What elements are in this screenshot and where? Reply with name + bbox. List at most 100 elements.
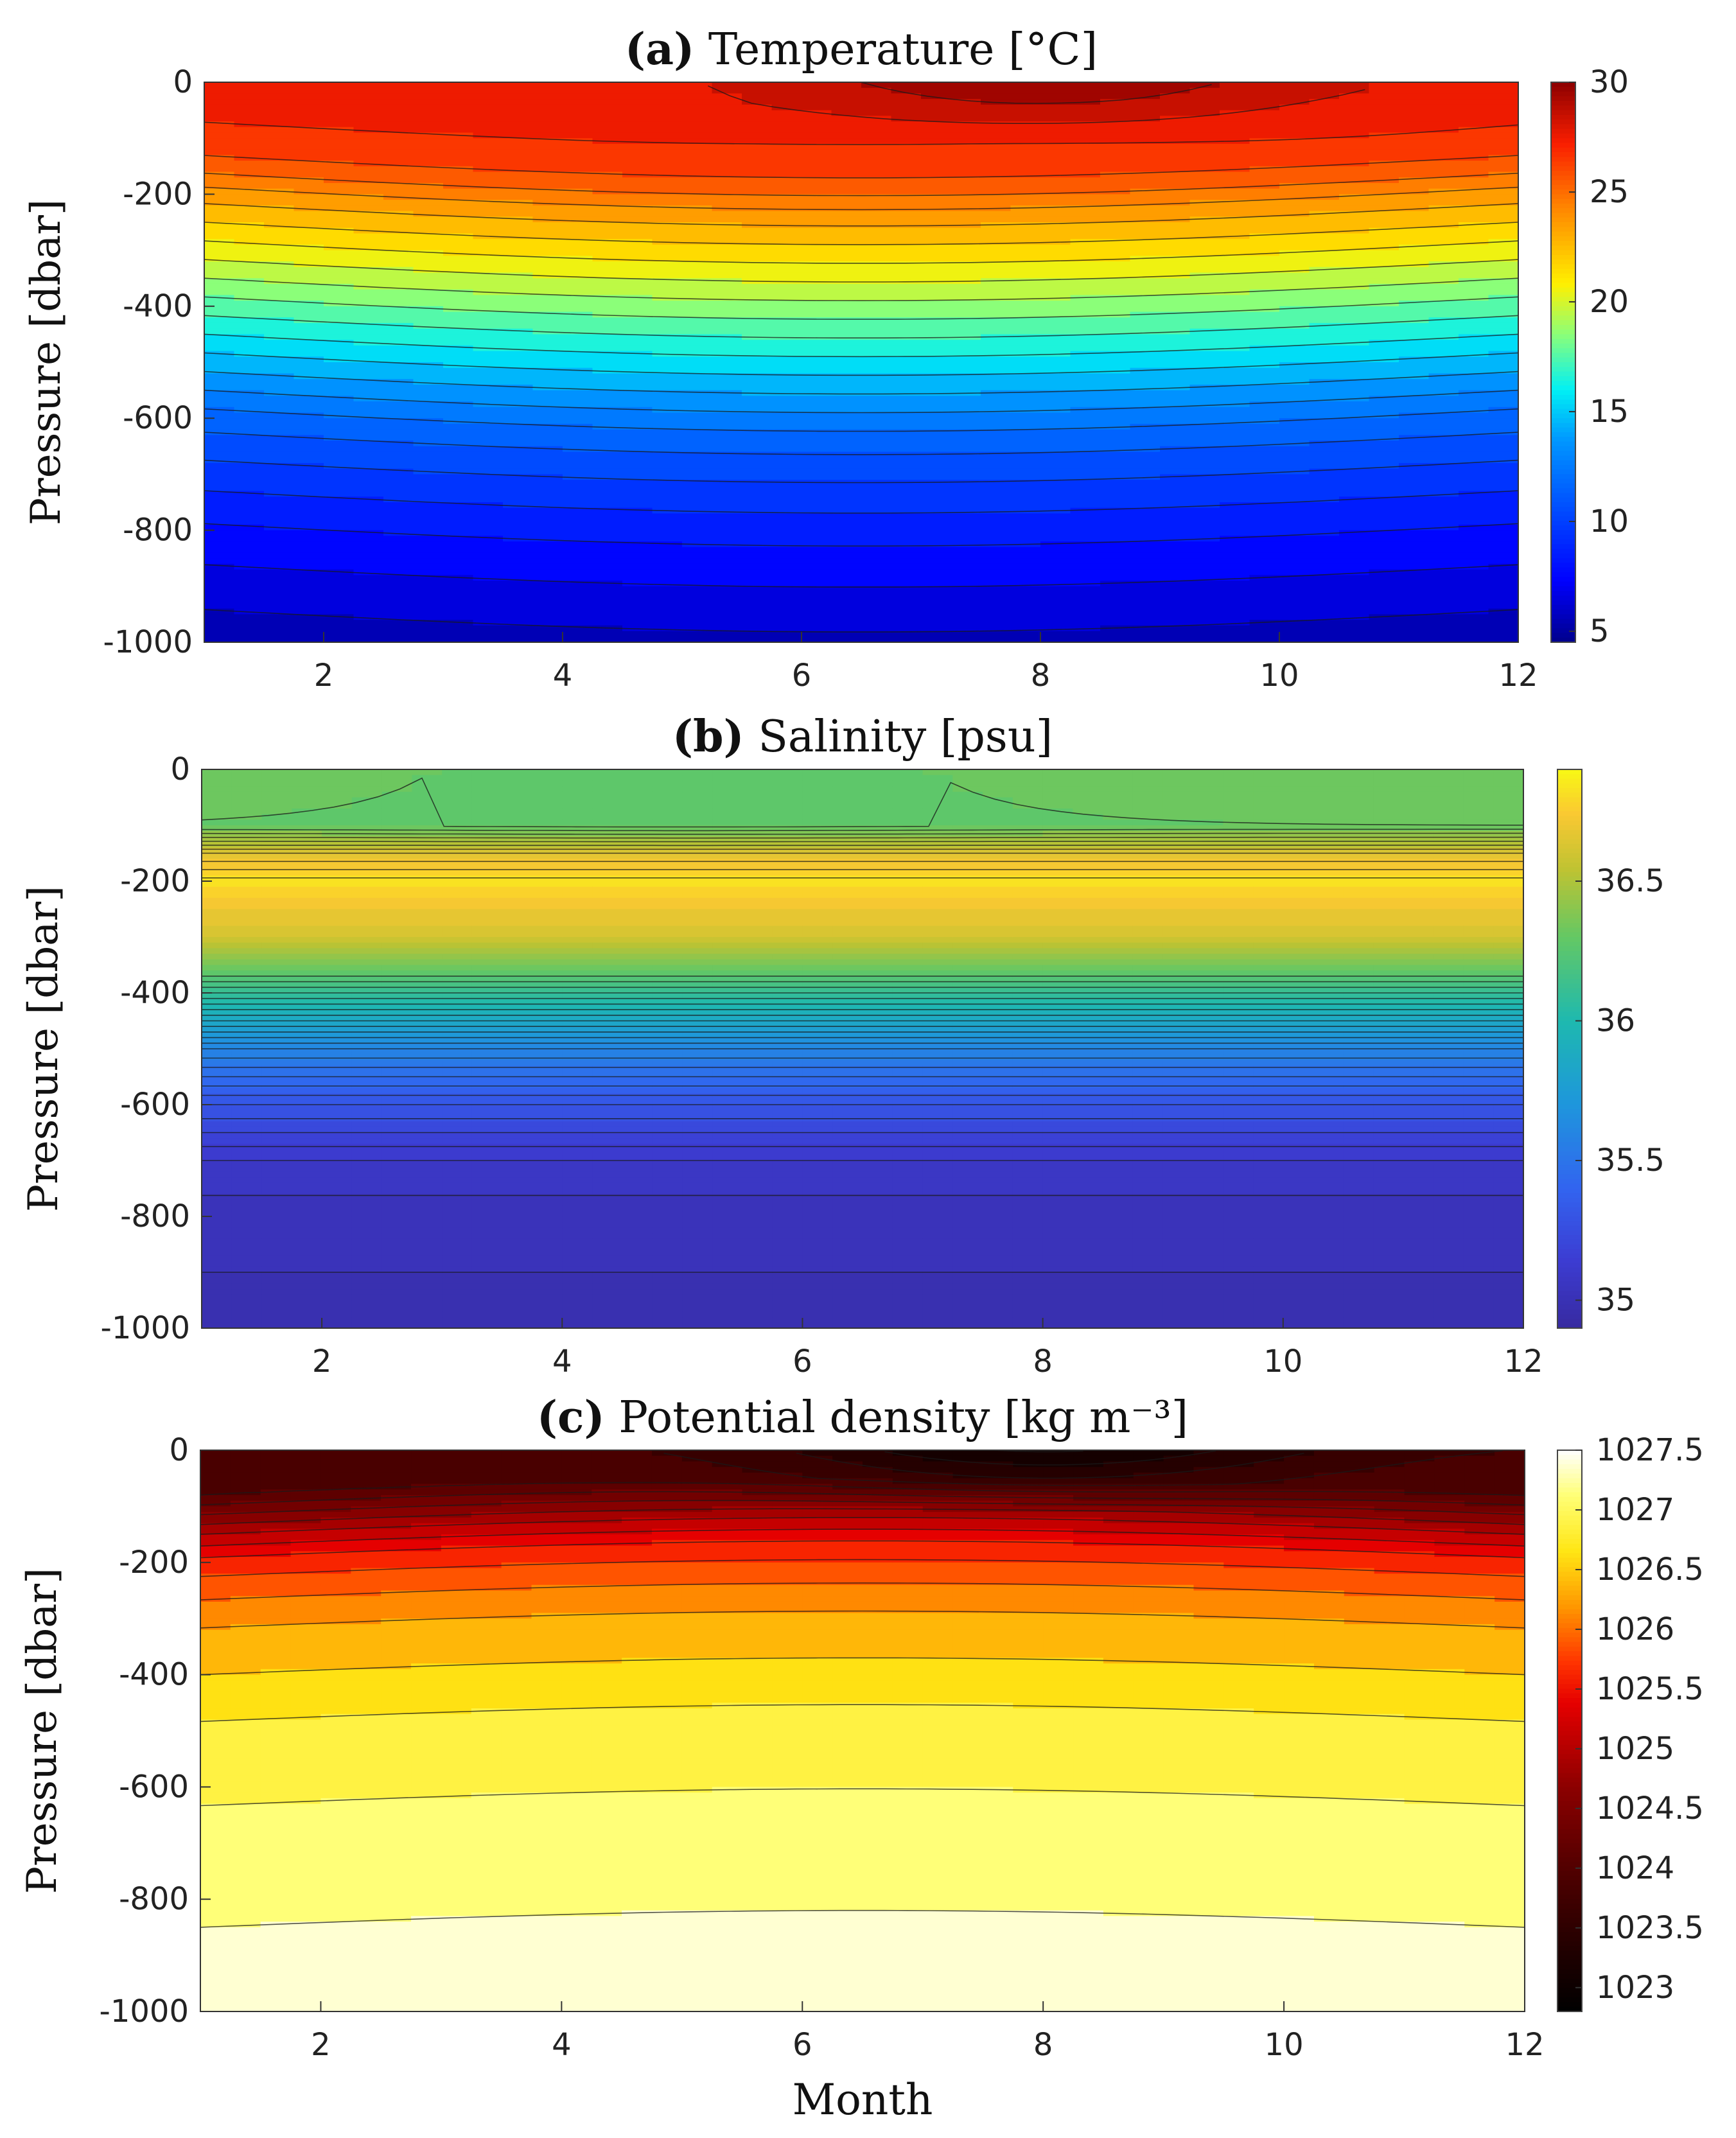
field-cell — [921, 418, 952, 425]
field-cell — [383, 99, 414, 105]
field-cell — [324, 351, 355, 358]
field-cell — [592, 491, 623, 498]
field-cell — [1040, 143, 1071, 150]
field-cell — [1369, 418, 1399, 425]
field-cell — [652, 636, 683, 643]
field-cell — [1488, 82, 1519, 89]
field-cell — [1339, 591, 1370, 599]
field-cell — [1130, 99, 1161, 105]
field-cell — [1040, 334, 1071, 340]
field-cell — [682, 188, 713, 195]
field-cell — [622, 301, 653, 307]
field-cell — [294, 367, 324, 374]
field-cell — [473, 222, 504, 229]
field-cell — [563, 524, 593, 531]
field-cell — [1428, 306, 1459, 313]
field-cell — [1010, 110, 1041, 117]
field-cell — [802, 110, 832, 117]
field-cell — [261, 1266, 293, 1273]
field-cell — [503, 362, 534, 369]
field-cell — [473, 244, 504, 251]
field-cell — [231, 1126, 263, 1134]
field-cell — [622, 379, 653, 385]
field-cell — [413, 608, 444, 615]
field-cell — [592, 295, 623, 301]
field-cell — [1369, 636, 1399, 643]
field-cell — [622, 418, 653, 425]
field-cell — [682, 306, 713, 313]
field-cell — [264, 216, 295, 223]
field-cell — [353, 620, 384, 626]
field-cell — [652, 356, 683, 363]
field-cell — [1220, 311, 1250, 319]
field-cell — [294, 474, 324, 480]
field-cell — [292, 1306, 322, 1312]
field-cell — [294, 340, 324, 346]
field-cell — [294, 631, 324, 638]
colorbar-step — [1551, 618, 1575, 624]
field-cell — [771, 435, 802, 441]
field-cell — [413, 250, 444, 257]
field-cell — [1279, 334, 1310, 340]
field-cell — [712, 597, 742, 604]
field-cell — [1399, 446, 1430, 453]
field-cell — [204, 127, 235, 134]
field-cell — [503, 104, 534, 111]
field-cell — [1339, 597, 1370, 604]
field-cell — [261, 1227, 293, 1234]
field-cell — [202, 775, 232, 782]
colorbar-step — [1551, 254, 1575, 260]
field-cell — [861, 155, 892, 161]
field-cell — [802, 200, 832, 206]
field-cell — [1399, 524, 1430, 531]
field-cell — [1399, 177, 1430, 184]
field-cell — [951, 457, 981, 464]
field-cell — [353, 608, 384, 615]
field-cell — [622, 507, 653, 514]
field-cell — [292, 970, 322, 977]
field-cell — [742, 614, 773, 620]
field-cell — [592, 261, 623, 268]
field-cell — [1040, 451, 1071, 459]
field-cell — [1010, 457, 1041, 464]
field-cell — [202, 998, 232, 1005]
field-cell — [1399, 132, 1430, 139]
field-cell — [951, 519, 981, 525]
field-cell — [1488, 608, 1519, 615]
field-cell — [981, 104, 1012, 111]
colorbar-step — [1551, 353, 1575, 358]
field-cell — [503, 110, 534, 117]
field-cell — [473, 636, 504, 643]
field-cell — [652, 166, 683, 173]
field-cell — [921, 491, 952, 498]
field-cell — [1488, 451, 1519, 459]
field-cell — [951, 311, 981, 319]
field-cell — [891, 591, 922, 599]
field-cell — [1459, 636, 1489, 643]
field-cell — [503, 396, 534, 402]
field-cell — [563, 480, 593, 486]
field-cell — [1309, 441, 1340, 447]
field-cell — [1488, 591, 1519, 599]
field-cell — [202, 1266, 232, 1273]
field-cell — [324, 608, 355, 615]
field-cell — [413, 384, 444, 391]
field-cell — [294, 507, 324, 514]
field-cell — [473, 457, 504, 464]
field-cell — [292, 1065, 322, 1072]
field-cell — [503, 317, 534, 324]
field-cell — [1070, 367, 1101, 374]
field-cell — [443, 121, 474, 128]
field-cell — [742, 194, 773, 200]
field-cell — [802, 93, 832, 100]
field-cell — [473, 614, 504, 620]
field-cell — [294, 345, 324, 352]
field-cell — [503, 250, 534, 257]
field-cell — [413, 222, 444, 229]
field-cell — [413, 446, 444, 453]
field-cell — [981, 127, 1012, 134]
field-cell — [1130, 441, 1161, 447]
field-cell — [1100, 261, 1131, 268]
field-cell — [1189, 82, 1220, 89]
field-cell — [1160, 608, 1191, 615]
